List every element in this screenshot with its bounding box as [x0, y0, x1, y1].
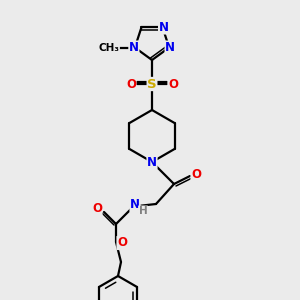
Text: O: O — [191, 169, 201, 182]
Text: O: O — [92, 202, 102, 214]
Text: N: N — [130, 199, 140, 212]
Text: O: O — [126, 77, 136, 91]
Text: N: N — [159, 21, 169, 34]
Text: O: O — [117, 236, 127, 250]
Text: CH₃: CH₃ — [98, 43, 119, 52]
Text: N: N — [147, 155, 157, 169]
Text: N: N — [129, 41, 139, 54]
Text: S: S — [147, 77, 157, 91]
Text: N: N — [165, 41, 175, 54]
Text: O: O — [168, 77, 178, 91]
Text: H: H — [139, 206, 147, 216]
